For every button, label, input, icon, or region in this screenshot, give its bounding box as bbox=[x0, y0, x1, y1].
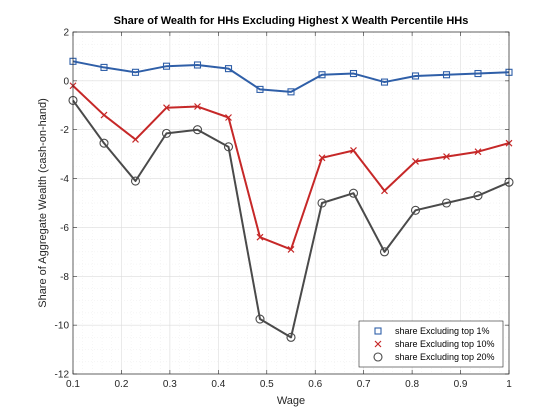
legend-marker-series-1 bbox=[374, 327, 382, 335]
legend-label-series-2: share Excluding top 10% bbox=[395, 339, 495, 349]
x-tick-label: 0.7 bbox=[357, 379, 371, 390]
x-tick-label: 0.5 bbox=[260, 379, 274, 390]
y-tick-label: -4 bbox=[60, 174, 69, 185]
x-tick-label: 0.9 bbox=[454, 379, 468, 390]
data-point-series-2 bbox=[100, 111, 108, 119]
data-point-series-1 bbox=[474, 69, 482, 78]
data-point-series-3 bbox=[473, 191, 483, 201]
legend-marker-series-2 bbox=[374, 340, 382, 348]
data-point-series-3 bbox=[317, 198, 327, 208]
x-tick-label: 0.4 bbox=[211, 379, 225, 390]
data-point-series-3 bbox=[130, 176, 141, 186]
data-point-series-1 bbox=[349, 69, 358, 78]
plot-frame bbox=[72, 31, 510, 375]
data-point-series-3 bbox=[441, 198, 452, 208]
series-layer bbox=[68, 57, 514, 342]
data-point-series-3 bbox=[379, 247, 390, 257]
y-axis-label: Share of Aggregate Wealth (cash-on-hand) bbox=[37, 98, 49, 308]
data-point-series-1 bbox=[193, 61, 202, 69]
data-point-series-1 bbox=[100, 63, 108, 71]
data-point-series-2 bbox=[163, 104, 170, 112]
data-point-series-2 bbox=[350, 147, 357, 154]
data-point-series-1 bbox=[411, 72, 420, 80]
y-tick-label: 2 bbox=[63, 28, 69, 39]
data-point-series-1 bbox=[131, 68, 140, 76]
grid bbox=[72, 31, 510, 375]
y-tick-label: -12 bbox=[55, 370, 70, 381]
series-2 bbox=[69, 82, 513, 253]
legend-box bbox=[358, 320, 504, 368]
series-3 bbox=[68, 95, 514, 342]
legend-label-series-1: share Excluding top 1% bbox=[395, 326, 490, 336]
data-point-series-3 bbox=[286, 332, 296, 342]
legend-entries bbox=[373, 327, 383, 362]
legend-marker-series-3 bbox=[373, 352, 383, 362]
x-tick-label: 0.1 bbox=[66, 379, 80, 390]
legend: share Excluding top 1% share Excluding t… bbox=[358, 320, 504, 368]
y-tick-label: 0 bbox=[63, 76, 69, 87]
chart-title: Share of Wealth for HHs Excluding Highes… bbox=[114, 15, 469, 27]
x-tick-label: 0.6 bbox=[308, 379, 322, 390]
x-axis-label: Wage bbox=[277, 395, 305, 407]
data-point-series-1 bbox=[162, 62, 171, 70]
x-tick-label: 0.3 bbox=[163, 379, 177, 390]
data-point-series-2 bbox=[474, 148, 482, 156]
x-tick-label: 1 bbox=[506, 379, 512, 390]
data-point-series-1 bbox=[287, 88, 295, 96]
data-point-series-1 bbox=[224, 65, 233, 73]
legend-label-series-3: share Excluding top 20% bbox=[395, 352, 495, 362]
y-tick-label: -2 bbox=[60, 125, 69, 136]
data-point-series-1 bbox=[318, 71, 326, 79]
data-point-series-1 bbox=[256, 85, 264, 93]
y-tick-label: -6 bbox=[60, 223, 69, 234]
series-line-3 bbox=[72, 99, 510, 339]
data-point-series-2 bbox=[194, 103, 201, 110]
axis-ticks: 0.1 0.2 0.3 0.4 0.5 0.6 0.7 0.8 0.9 1 2 0 -2 -4 -6 -8 -1… bbox=[55, 28, 513, 391]
data-point-series-2 bbox=[256, 233, 264, 241]
data-point-series-2 bbox=[132, 136, 139, 143]
y-tick-label: -10 bbox=[55, 321, 70, 332]
data-point-series-2 bbox=[443, 153, 450, 161]
data-point-series-2 bbox=[381, 187, 388, 195]
data-point-series-2 bbox=[412, 158, 419, 165]
data-point-series-3 bbox=[410, 205, 421, 215]
data-point-series-3 bbox=[348, 188, 359, 198]
data-point-series-2 bbox=[318, 154, 326, 162]
data-point-series-1 bbox=[442, 71, 451, 79]
series-line-1 bbox=[72, 60, 510, 93]
x-tick-label: 0.8 bbox=[405, 379, 419, 390]
data-point-series-3 bbox=[192, 125, 203, 135]
data-point-series-3 bbox=[223, 142, 234, 152]
data-point-series-2 bbox=[287, 245, 295, 253]
data-point-series-2 bbox=[225, 114, 232, 121]
y-tick-label: -8 bbox=[60, 272, 69, 283]
x-tick-label: 0.2 bbox=[114, 379, 128, 390]
data-point-series-3 bbox=[255, 314, 265, 324]
data-point-series-3 bbox=[99, 138, 109, 148]
data-point-series-1 bbox=[380, 78, 389, 86]
data-point-series-3 bbox=[161, 128, 172, 138]
